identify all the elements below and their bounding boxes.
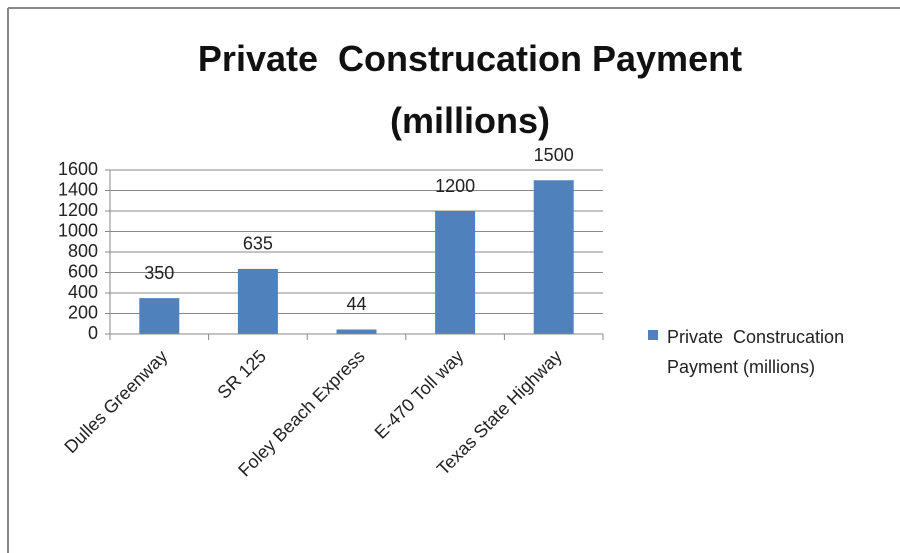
legend-swatch <box>648 330 658 340</box>
bar <box>237 268 278 334</box>
data-label: 1500 <box>534 145 574 165</box>
x-tick-label: SR 125 <box>213 346 270 403</box>
chart-title: Private Construcation Payment (millions) <box>197 38 753 141</box>
y-tick-label: 800 <box>68 241 98 261</box>
y-tick-label: 400 <box>68 282 98 302</box>
y-tick-label: 1600 <box>58 159 98 179</box>
x-tick-label: E-470 Toll way <box>371 346 468 443</box>
bar <box>435 211 476 334</box>
legend: Private Construcation Payment (millions) <box>648 322 900 382</box>
y-tick-label: 1400 <box>58 179 98 199</box>
y-tick-label: 600 <box>68 261 98 281</box>
bar <box>336 329 377 334</box>
y-tick-label: 0 <box>88 323 98 343</box>
y-tick-label: 1200 <box>58 200 98 220</box>
legend-label: Private Construcation Payment (millions) <box>667 327 850 377</box>
data-label: 44 <box>346 294 366 314</box>
x-tick-label: Dulles Greenway <box>60 346 171 457</box>
bar <box>139 298 180 334</box>
data-label: 350 <box>144 263 174 283</box>
y-tick-label: 200 <box>68 302 98 322</box>
bar <box>533 180 574 334</box>
data-label: 635 <box>243 234 273 254</box>
y-tick-label: 1000 <box>58 220 98 240</box>
data-label: 1200 <box>435 176 475 196</box>
